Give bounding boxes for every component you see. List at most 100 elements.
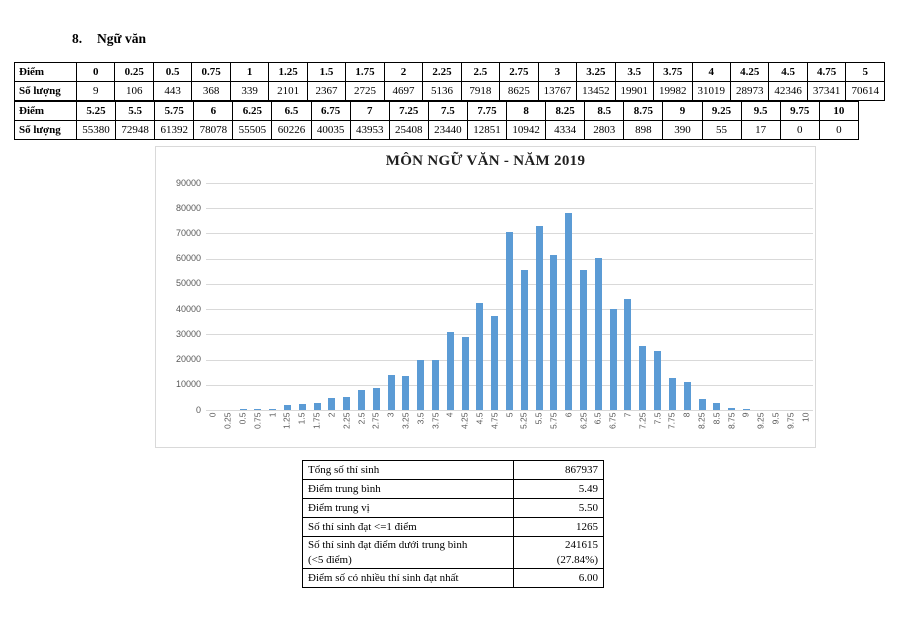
summary-row: Tổng số thí sinh 867937: [302, 460, 604, 480]
bar: [698, 399, 706, 410]
count-cell: 106: [114, 81, 154, 101]
count-cell: 8625: [499, 81, 539, 101]
x-axis-tick-label: 8.75: [726, 412, 737, 429]
bar: [594, 258, 602, 410]
bar: [239, 408, 247, 410]
y-axis-tick-label: 0: [195, 404, 201, 415]
count-cell: 37341: [806, 81, 847, 101]
count-cell: 898: [623, 120, 664, 140]
bar: [683, 382, 691, 410]
x-axis-tick-label: 2.5: [356, 412, 366, 424]
x-axis-tick-label: 7: [622, 412, 633, 417]
count-cell: 23440: [427, 120, 468, 140]
x-axis-tick-label: 0: [207, 412, 218, 417]
count-cell: 0: [818, 120, 860, 140]
gridline: [206, 183, 813, 184]
score-cell: 3: [537, 62, 578, 82]
bar: [417, 359, 425, 410]
row-header: Điểm: [14, 62, 77, 82]
summary-value: 867937: [513, 460, 604, 480]
y-axis-tick-label: 20000: [175, 354, 201, 365]
x-axis-tick-label: 2: [326, 412, 337, 417]
bar: [461, 336, 469, 410]
bar: [728, 407, 736, 410]
count-cell: 31019: [691, 81, 731, 101]
count-cell: 2101: [268, 81, 308, 101]
x-axis-tick-label: 3.75: [430, 412, 440, 429]
bar: [328, 398, 336, 410]
bar: [269, 409, 277, 410]
count-cell: 25408: [388, 120, 429, 140]
count-cell: 443: [152, 81, 193, 101]
bar: [506, 231, 513, 410]
x-axis-tick-label: 8: [681, 412, 692, 417]
x-axis-tick-label: 2.25: [341, 412, 352, 429]
bar: [254, 409, 262, 410]
score-table-upper: Điểm 0 0.25 0.5 0.75 1 1.25 1.5 1.75 2 2.25 2.5 2.75…: [14, 62, 885, 101]
x-axis-tick-label: 4.75: [489, 412, 500, 429]
bar: [580, 270, 587, 410]
bar: [624, 299, 632, 410]
bar: [283, 404, 291, 410]
bar-chart: MÔN NGỮ VĂN - NĂM 2019 0 10000 20000 30000 4…: [155, 146, 816, 448]
score-cell: 6.25: [232, 101, 273, 121]
section-heading: 8. Ngữ văn: [72, 31, 146, 47]
bar: [668, 377, 676, 410]
score-cell: 2.5: [460, 62, 501, 82]
count-cell: 28973: [729, 81, 770, 101]
summary-value: 241615 (27.84%): [513, 536, 604, 569]
section-number: 8.: [72, 31, 83, 46]
score-cell: 0: [75, 62, 116, 82]
bar: [372, 388, 380, 410]
count-cell: 17: [740, 120, 781, 140]
count-cell: 19901: [614, 81, 655, 101]
x-axis-tick-label: 1: [267, 412, 278, 417]
score-cell: 4.75: [806, 62, 847, 82]
count-cell: 2367: [306, 81, 347, 101]
summary-row: Điểm số có nhiều thí sinh đạt nhất 6.00: [302, 568, 604, 588]
x-axis-tick-label: 6.25: [578, 412, 588, 429]
bar: [639, 345, 647, 410]
count-cell: 339: [229, 81, 270, 101]
y-axis-tick-label: 30000: [175, 328, 201, 339]
table-row: Điểm 0 0.25 0.5 0.75 1 1.25 1.5 1.75 2 2.25 2.5 2.75…: [14, 62, 885, 82]
bar: [713, 402, 721, 410]
x-axis-tick-label: 2.75: [370, 412, 381, 429]
bar: [343, 397, 351, 410]
count-cell: 43953: [349, 120, 390, 140]
bar: [565, 213, 573, 410]
score-cell: 8.75: [623, 101, 664, 121]
row-header: Số lượng: [14, 120, 77, 140]
count-cell: 19982: [653, 81, 693, 101]
bar: [298, 404, 306, 410]
summary-row: Điểm trung vị 5.50: [302, 498, 604, 518]
y-axis-tick-label: 80000: [175, 202, 201, 213]
bar: [313, 403, 321, 410]
score-cell: 8.5: [584, 101, 625, 121]
count-cell: 55: [701, 120, 742, 140]
x-axis-tick-label: 0.25: [222, 412, 233, 429]
count-cell: 4697: [383, 81, 424, 101]
score-cell: 1: [229, 62, 270, 82]
count-cell: 368: [191, 81, 231, 101]
x-axis-tick-label: 1.75: [311, 412, 322, 429]
summary-table: Tổng số thí sinh 867937 Điểm trung bình 5.4…: [302, 460, 604, 588]
bar: [402, 376, 410, 410]
score-cell: 0.75: [191, 62, 231, 82]
y-axis-tick-label: 60000: [175, 253, 201, 264]
x-axis-tick-label: 7.75: [666, 412, 677, 429]
count-cell: 4334: [545, 120, 586, 140]
y-axis-tick-label: 10000: [175, 379, 201, 390]
bar: [654, 350, 661, 410]
count-cell: 60226: [271, 120, 312, 140]
y-axis-tick-label: 90000: [175, 177, 201, 188]
score-cell: 7: [349, 101, 390, 121]
x-axis-tick-label: 6.5: [592, 412, 603, 424]
score-table-lower: Điểm 5.25 5.5 5.75 6 6.25 6.5 6.75 7 7.25 7.5 7.75 8…: [14, 101, 860, 140]
score-cell: 1.25: [268, 62, 308, 82]
score-cell: 5: [845, 62, 885, 82]
gridline: [206, 208, 813, 210]
x-axis-tick-label: 6.75: [607, 412, 618, 429]
x-axis-tick-label: 8.5: [711, 412, 722, 424]
y-axis-tick-label: 50000: [175, 278, 201, 289]
